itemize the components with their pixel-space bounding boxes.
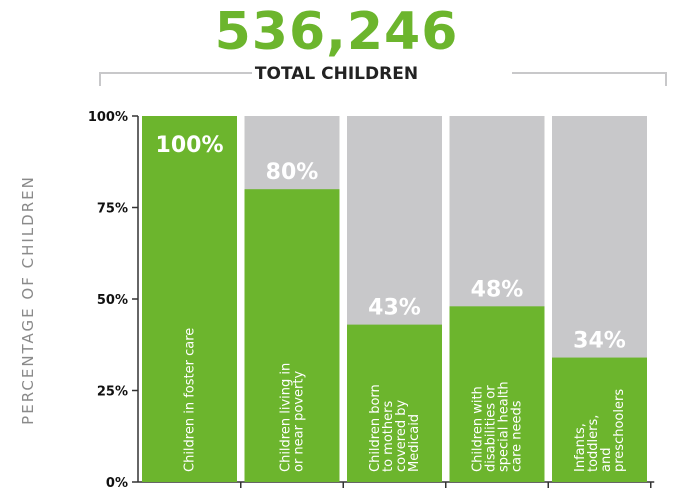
bracket-left-line bbox=[99, 72, 252, 86]
bracket-right-line bbox=[512, 72, 667, 86]
bar bbox=[552, 357, 647, 482]
category-label: Children bornto motherscovered byMedicai… bbox=[368, 384, 422, 472]
y-tick-label: 50% bbox=[97, 293, 128, 308]
category-label-line: toddlers, bbox=[586, 415, 601, 472]
total-children-value: 536,246 bbox=[214, 2, 459, 62]
y-tick-label: 0% bbox=[106, 476, 128, 489]
category-label: Children withdisabilities orspecial heal… bbox=[471, 381, 525, 472]
bar-value-label: 100% bbox=[156, 133, 224, 158]
bar bbox=[449, 306, 545, 482]
category-label-line: Medicaid bbox=[407, 414, 422, 472]
y-tick-label: 75% bbox=[97, 202, 128, 217]
bar bbox=[142, 116, 237, 482]
category-label-line: or near poverty bbox=[292, 371, 307, 472]
category-label-line: disabilities or bbox=[484, 385, 499, 472]
category-label: Children living inor near poverty bbox=[279, 363, 307, 472]
category-label-line: Children born bbox=[368, 384, 383, 472]
y-tick-label: 25% bbox=[97, 385, 128, 400]
category-label-line: Children living in bbox=[279, 363, 294, 472]
category-label-line: covered by bbox=[394, 400, 409, 472]
bar-value-label: 80% bbox=[266, 160, 319, 185]
bar-value-label: 34% bbox=[573, 329, 626, 354]
category-label-line: preschoolers bbox=[612, 389, 627, 472]
category-label-line: Children in foster care bbox=[183, 328, 198, 472]
y-tick-label: 100% bbox=[88, 110, 128, 125]
bar bbox=[244, 189, 340, 482]
category-label-line: to mothers bbox=[381, 401, 396, 472]
category-label-line: and bbox=[599, 448, 614, 472]
category-label-line: Children with bbox=[471, 386, 486, 472]
bar-value-label: 48% bbox=[471, 277, 524, 302]
total-children-label: TOTAL CHILDREN bbox=[254, 64, 419, 84]
category-label: Children in foster care bbox=[183, 328, 198, 472]
bar-value-label: 43% bbox=[368, 296, 421, 321]
category-label-line: Infants, bbox=[573, 423, 588, 472]
category-label-line: care needs bbox=[510, 400, 525, 472]
bar bbox=[347, 324, 442, 482]
category-label-line: special health bbox=[497, 381, 512, 472]
category-label: Infants,toddlers,andpreschoolers bbox=[573, 389, 627, 472]
